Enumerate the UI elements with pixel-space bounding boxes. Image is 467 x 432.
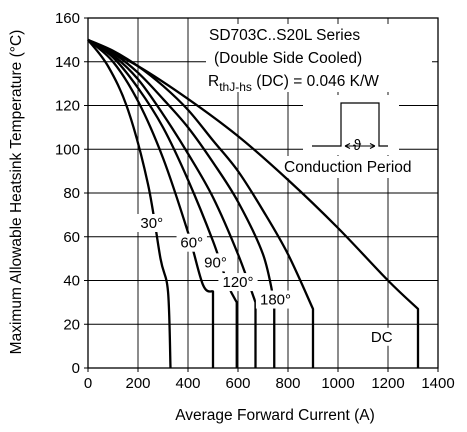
series-line-120deg	[87, 38, 257, 368]
curve-label-backdrop	[136, 214, 167, 232]
x-axis-title: Average Forward Current (A)	[175, 407, 375, 424]
annotation-backdrop	[303, 95, 399, 155]
y-tick-label: 40	[63, 273, 80, 290]
x-tick-label: 800	[275, 375, 300, 392]
curve-label-backdrop	[255, 290, 296, 309]
y-tick-label: 20	[63, 316, 80, 333]
conduction-period-arrow	[344, 143, 376, 149]
curve-label-backdrop	[176, 233, 207, 252]
conduction-pulse-symbol	[312, 102, 388, 147]
annotation-backdrop	[282, 156, 432, 178]
x-tick-label: 0	[84, 375, 92, 392]
cooling-note: (Double Side Cooled)	[214, 50, 362, 67]
curve-label: 120°	[222, 274, 253, 291]
curve-label-backdrop	[218, 273, 258, 292]
rth-symbol: R	[208, 73, 219, 90]
series-line-DC	[87, 38, 420, 368]
tick-labels: 0 200 400 600 800 1000 1200 1400 0 20 40 60 80 100 120…	[55, 10, 455, 392]
x-tick-label: 400	[175, 375, 200, 392]
curve-label-backdrop	[370, 327, 393, 346]
curve-label: 30°	[140, 215, 163, 232]
y-tick-label: 160	[55, 10, 80, 27]
rth-value: (DC) = 0.046 K/W	[252, 73, 379, 90]
y-tick-label: 140	[55, 54, 80, 71]
series-line-180deg	[87, 38, 276, 368]
curve-label: 180°	[260, 292, 291, 309]
y-tick-label: 100	[55, 141, 80, 158]
x-tick-label: 200	[125, 375, 150, 392]
series-line-30deg	[87, 39, 172, 369]
rth-subscript: thJ-hs	[219, 80, 252, 94]
y-tick-label: 120	[55, 98, 80, 115]
series-title: SD703C..S20L Series	[209, 27, 360, 44]
plot-border	[87, 17, 439, 369]
y-axis-title: Maximum Allowable Heatsink Temperature (…	[8, 30, 25, 355]
y-tick-label: 80	[63, 185, 80, 202]
theta-symbol: ϑ	[353, 137, 362, 154]
curve-label: 90°	[204, 254, 227, 271]
y-tick-label: 0	[72, 360, 80, 377]
curve-label-backdrop	[200, 253, 231, 272]
curve-label: 60°	[180, 235, 203, 252]
annotation-backdrop	[206, 24, 432, 92]
x-tick-label: 1400	[421, 375, 454, 392]
thermal-resistance: RthJ-hs (DC) = 0.046 K/W	[208, 73, 379, 94]
grid	[84, 17, 439, 372]
curve-labels: 30° 60°90° 120° 180° DC	[136, 214, 393, 346]
series-group	[87, 38, 420, 369]
x-tick-label: 600	[225, 375, 250, 392]
curve-label: DC	[371, 329, 393, 346]
x-tick-label: 1200	[371, 375, 404, 392]
conduction-period-label: Conduction Period	[284, 159, 412, 176]
series-line-60deg	[87, 38, 215, 368]
y-tick-label: 60	[63, 229, 80, 246]
x-tick-label: 1000	[321, 375, 354, 392]
